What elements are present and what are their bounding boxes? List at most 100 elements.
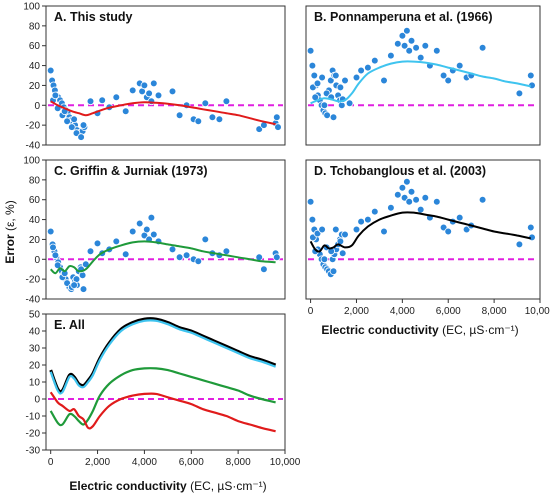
data-point bbox=[79, 285, 88, 293]
panel-a: -40 -20 0 20 40 60 80 100 A. This study bbox=[23, 2, 286, 152]
x-tick-label: 6,000 bbox=[179, 457, 204, 468]
series-line-ponnamperuna bbox=[49, 319, 276, 395]
data-point bbox=[79, 121, 88, 129]
data-point bbox=[121, 250, 130, 259]
data-point bbox=[515, 89, 524, 98]
x-tick-label: 8,000 bbox=[226, 457, 251, 468]
fit-line-griffin bbox=[49, 240, 276, 275]
data-point bbox=[51, 251, 60, 260]
data-point bbox=[135, 219, 144, 228]
data-point bbox=[175, 111, 184, 119]
data-point bbox=[398, 184, 407, 192]
data-point bbox=[400, 41, 409, 50]
data-point bbox=[272, 113, 281, 121]
plot-frame bbox=[45, 159, 286, 300]
y-tick-label: 40 bbox=[29, 327, 41, 338]
y-tick-label: -20 bbox=[26, 121, 41, 132]
data-point bbox=[310, 71, 319, 80]
data-point bbox=[168, 87, 177, 96]
data-point bbox=[306, 46, 315, 55]
data-point bbox=[49, 243, 57, 252]
data-point bbox=[326, 76, 335, 85]
panel-e: -30 -20 -10 0 10 20 30 40 50 0 2,000 4,000 6,000 8,00… bbox=[26, 310, 301, 469]
y-tick-label: 20 bbox=[29, 361, 41, 372]
y-tick-label: 0 bbox=[34, 101, 40, 112]
y-tick-label: -20 bbox=[26, 429, 41, 440]
data-point bbox=[86, 97, 95, 106]
x-axis-label-top: Electric conductivity (EC, µS·cm⁻¹) bbox=[321, 323, 518, 337]
data-point bbox=[444, 227, 453, 236]
data-point bbox=[370, 207, 379, 216]
y-tick-label: 60 bbox=[29, 195, 41, 206]
plot-frame bbox=[305, 159, 541, 300]
data-point bbox=[331, 225, 340, 234]
fit-line-tchobanglous bbox=[309, 211, 532, 253]
data-point bbox=[208, 113, 217, 121]
data-point bbox=[86, 247, 95, 256]
data-point bbox=[260, 265, 268, 274]
y-tick-label: -30 bbox=[26, 446, 41, 457]
data-point bbox=[68, 123, 76, 131]
series-line-this-study bbox=[49, 391, 276, 433]
data-point bbox=[150, 230, 158, 239]
x-tick-label: 0 bbox=[308, 306, 314, 317]
data-point bbox=[432, 46, 441, 55]
panel-title: C. Griffin & Jurniak (1973) bbox=[54, 164, 208, 178]
y-tick-label: 0 bbox=[34, 395, 40, 406]
data-point bbox=[336, 83, 345, 92]
x-tick-label: 8,000 bbox=[482, 306, 507, 317]
data-point bbox=[398, 31, 407, 40]
data-point bbox=[274, 123, 282, 131]
y-tick-label: 10 bbox=[29, 378, 41, 389]
y-tick-label: 20 bbox=[29, 81, 41, 92]
data-point bbox=[320, 255, 329, 264]
data-point bbox=[70, 115, 78, 123]
data-point bbox=[201, 99, 210, 108]
data-point bbox=[338, 249, 347, 258]
data-point bbox=[70, 281, 78, 289]
y-tick-label: 100 bbox=[23, 156, 40, 167]
data-point bbox=[403, 26, 411, 35]
data-point bbox=[331, 71, 340, 80]
data-point bbox=[320, 101, 329, 110]
data-point bbox=[128, 86, 137, 95]
y-tick-label: 50 bbox=[29, 310, 41, 321]
data-point bbox=[387, 203, 395, 212]
data-point bbox=[380, 227, 388, 236]
data-point bbox=[194, 257, 203, 266]
plot-frame bbox=[45, 5, 286, 146]
y-tick-label: -10 bbox=[26, 412, 41, 423]
panel-title: B. Ponnamperuna et al. (1966) bbox=[314, 10, 493, 24]
data-point bbox=[46, 227, 55, 236]
data-point bbox=[323, 111, 331, 119]
y-tick-label: 80 bbox=[29, 21, 41, 32]
data-point bbox=[222, 247, 231, 256]
data-point bbox=[341, 76, 349, 85]
data-point bbox=[175, 253, 184, 262]
data-point bbox=[222, 97, 231, 106]
y-tick-label: 60 bbox=[29, 41, 41, 52]
x-tick-label: 6,000 bbox=[436, 306, 461, 317]
data-point bbox=[515, 240, 524, 249]
x-axis-label-bottom: Electric conductivity (EC, µS·cm⁻¹) bbox=[69, 479, 266, 493]
plot-frame bbox=[45, 313, 286, 451]
data-point bbox=[455, 213, 464, 222]
data-point bbox=[478, 195, 487, 204]
y-tick-label: 100 bbox=[23, 2, 40, 13]
data-point bbox=[63, 117, 71, 125]
data-point bbox=[357, 66, 365, 75]
data-point bbox=[364, 63, 372, 72]
data-point bbox=[46, 66, 55, 75]
data-point bbox=[416, 205, 425, 214]
data-point bbox=[526, 71, 535, 80]
data-point bbox=[140, 81, 149, 90]
data-point bbox=[98, 96, 106, 105]
data-point bbox=[128, 227, 137, 236]
data-point bbox=[526, 223, 535, 232]
data-point bbox=[53, 261, 62, 270]
data-point bbox=[201, 235, 210, 244]
data-point bbox=[112, 237, 121, 246]
data-point bbox=[421, 193, 430, 202]
data-point bbox=[407, 188, 416, 196]
data-point bbox=[341, 230, 349, 239]
